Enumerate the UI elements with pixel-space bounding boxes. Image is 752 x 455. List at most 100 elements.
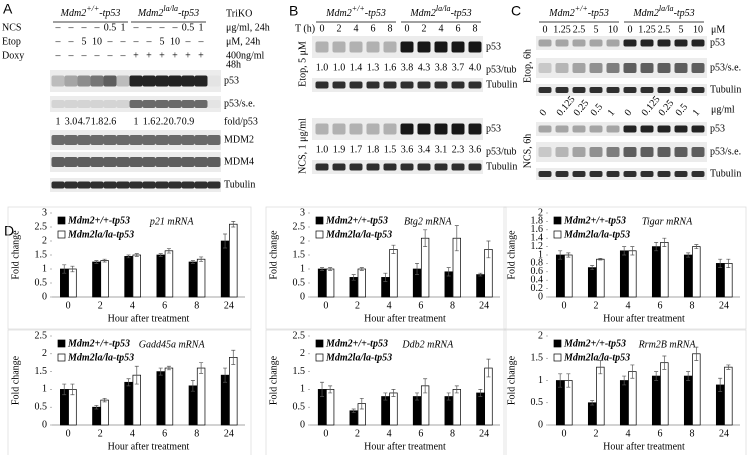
x-tick-label: 2: [594, 300, 599, 311]
chart-frame: [265, 329, 507, 455]
x-tick-label: 2: [355, 300, 360, 311]
ratio-value: 3.4: [418, 144, 431, 155]
error-bar: [391, 389, 396, 397]
blot-band: [181, 75, 195, 87]
blot-band: [538, 125, 552, 133]
blot-band: [623, 147, 637, 157]
error-bar: [158, 253, 163, 257]
y-tick-label: 1.5: [293, 366, 306, 377]
blot-band: [417, 123, 431, 135]
error-bar: [383, 392, 388, 401]
blot-band: [168, 135, 182, 145]
y-axis-title: Fold change: [10, 230, 21, 280]
blot-band: [538, 171, 552, 177]
blot-band: [623, 125, 637, 133]
error-bar: [70, 265, 75, 273]
header-suffix: -tp53: [365, 8, 386, 19]
x-tick-label: 2: [594, 428, 599, 439]
fold-value: 2.2: [156, 116, 169, 127]
x-tick-label: 4: [387, 300, 392, 311]
error-bar: [359, 267, 364, 271]
ratio-value: 1.0: [333, 62, 346, 73]
lane-value: –: [172, 22, 179, 33]
blot-band: [116, 100, 130, 108]
dose-value: 0.5: [674, 102, 690, 119]
y-tick-label: 3: [300, 207, 305, 218]
y-axis-title: Fold change: [506, 230, 517, 280]
error-bar: [320, 267, 325, 271]
blot-band: [674, 63, 688, 73]
dose-value: 5: [594, 24, 599, 35]
blot-band: [155, 135, 169, 145]
blot-band: [451, 41, 465, 53]
header-gene: Mdm2: [632, 8, 659, 19]
legend-swatch: [57, 339, 66, 348]
header-suffix: -tp53: [588, 8, 609, 19]
x-tick-label: 8: [690, 428, 695, 439]
blot-band: [142, 75, 156, 87]
error-bar: [359, 397, 364, 410]
condition-label: Etop, 5 μM: [297, 41, 308, 87]
error-bar: [446, 392, 451, 401]
blot-band: [181, 135, 195, 145]
ratio-value: 4.0: [469, 62, 482, 73]
error-bar: [199, 256, 204, 262]
legend-swatch: [553, 230, 562, 239]
legend-label: Mdm2la/la-tp53: [325, 352, 392, 363]
ratio-value: 3.6: [401, 144, 414, 155]
y-tick-label: 2: [538, 330, 543, 341]
blot-band: [155, 157, 169, 167]
error-bar: [598, 258, 603, 261]
lane-value: +: [146, 50, 152, 61]
panel-label: D: [4, 223, 14, 239]
x-tick-label: 24: [719, 428, 729, 439]
blot-band: [538, 39, 552, 47]
y-tick-label: 0.5: [293, 401, 306, 412]
blot-band: [434, 163, 448, 171]
blot-band: [691, 63, 705, 73]
genotype-header: Mdm2la/la-tp53: [137, 4, 199, 19]
blot-band: [129, 181, 143, 189]
blot-band: [51, 181, 65, 189]
blot-band: [77, 75, 91, 87]
blot-band: [589, 63, 603, 73]
legend-swatch: [553, 339, 562, 348]
blot-band: [315, 81, 329, 89]
bar: [555, 254, 565, 298]
error-bar: [94, 405, 99, 410]
blot-band: [168, 181, 182, 189]
lane-value: –: [185, 36, 192, 47]
lane-value: –: [81, 22, 88, 33]
blot-band: [468, 123, 482, 135]
blot-band: [606, 39, 620, 47]
lane-value: –: [68, 36, 75, 47]
dose-value: 1.25: [638, 24, 656, 35]
bar: [357, 268, 366, 298]
blot-band: [207, 135, 221, 145]
y-tick-label: 0.5: [531, 397, 544, 408]
blot-band: [572, 63, 586, 73]
bar: [724, 263, 733, 298]
legend-swatch: [315, 339, 324, 348]
bar: [420, 237, 430, 298]
error-bar: [134, 253, 139, 257]
ratio-value: 1.4: [350, 62, 363, 73]
lane-value: –: [68, 50, 75, 61]
blot-band: [623, 87, 637, 93]
error-bar: [231, 349, 236, 365]
blot-band: [90, 135, 104, 145]
error-bar: [328, 385, 333, 394]
ratio-value: 3.7: [452, 62, 465, 73]
y-tick-label: 0: [42, 291, 47, 302]
error-bar: [486, 358, 491, 378]
bar: [188, 261, 198, 298]
blot-band: [555, 125, 569, 133]
blot-label: p53: [710, 123, 725, 134]
bar: [564, 254, 573, 298]
error-bar: [590, 265, 595, 271]
lane-value: –: [159, 22, 166, 33]
blot-band: [155, 181, 169, 189]
blot-band: [77, 157, 91, 167]
blot-band: [181, 100, 195, 108]
fold-value: 1.6: [143, 116, 156, 127]
